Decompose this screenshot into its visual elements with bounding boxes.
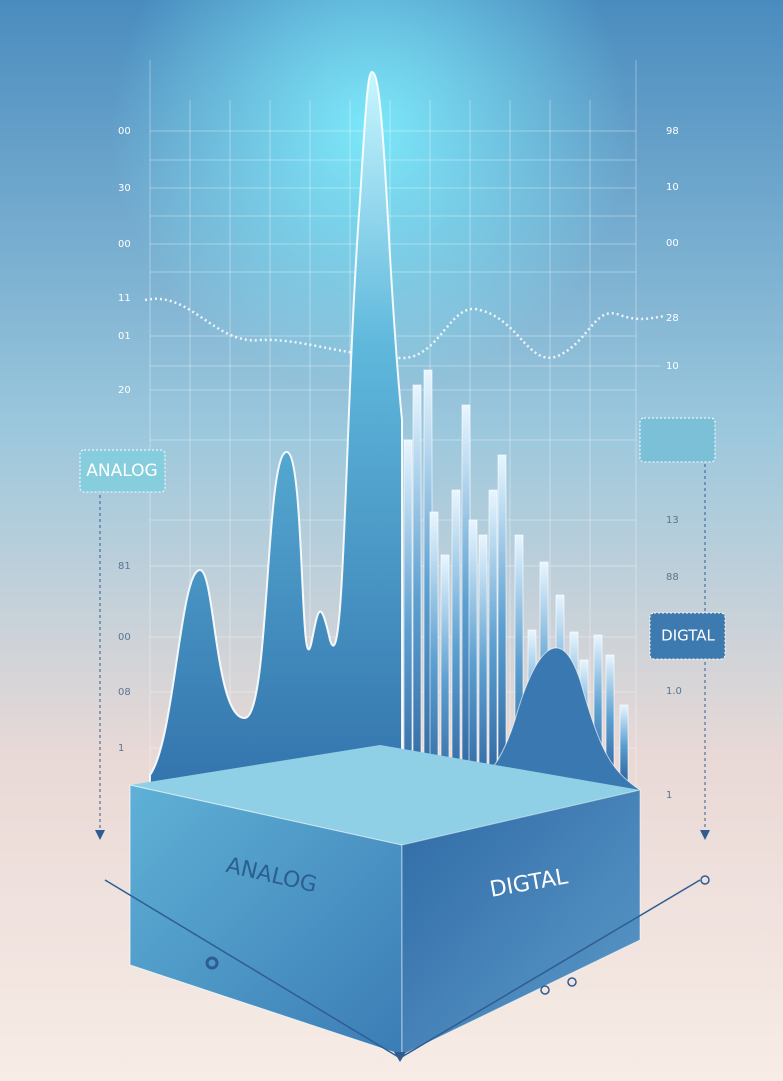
wave-line [144, 297, 666, 360]
tag [649, 612, 726, 660]
arrow [700, 830, 710, 840]
axis-label: 30 [118, 183, 131, 194]
axis-label: 1 [666, 790, 672, 801]
axis-label: 01 [118, 331, 131, 342]
tag-label: ANALOG [86, 461, 157, 481]
tag [79, 449, 166, 493]
arrow [394, 1052, 406, 1062]
axis-label: 10 [666, 361, 679, 372]
axis-label: 00 [118, 126, 131, 137]
axis-label: 88 [666, 572, 679, 583]
floor-axis [104, 875, 710, 1059]
axis-label: 1 [118, 743, 124, 754]
box-top [130, 745, 640, 845]
axis-label: 13 [666, 515, 679, 526]
left-axis-labels: 00 30 00 11 01 20 81 00 08 1 [118, 126, 131, 754]
axis-label: 28 [666, 313, 679, 324]
axis-label: 11 [118, 293, 131, 304]
axis-label: 20 [118, 385, 131, 396]
axis-label: 00 [118, 632, 131, 643]
axis-label: 00 [666, 238, 679, 249]
arrow [95, 830, 105, 840]
axis-label: 08 [118, 687, 131, 698]
box-side [401, 789, 641, 1056]
axis-label: 10 [666, 182, 679, 193]
axis-label: 1.0 [666, 686, 682, 697]
tag [639, 417, 716, 463]
analog-peaks [149, 70, 403, 852]
axis-label: 00 [118, 239, 131, 250]
tag-label: DIGTAL [661, 627, 715, 645]
axis-label: 81 [118, 561, 131, 572]
axis-label: 98 [666, 126, 679, 137]
right-axis-labels: 98 10 00 28 10 13 88 1.0 1 [666, 126, 682, 801]
